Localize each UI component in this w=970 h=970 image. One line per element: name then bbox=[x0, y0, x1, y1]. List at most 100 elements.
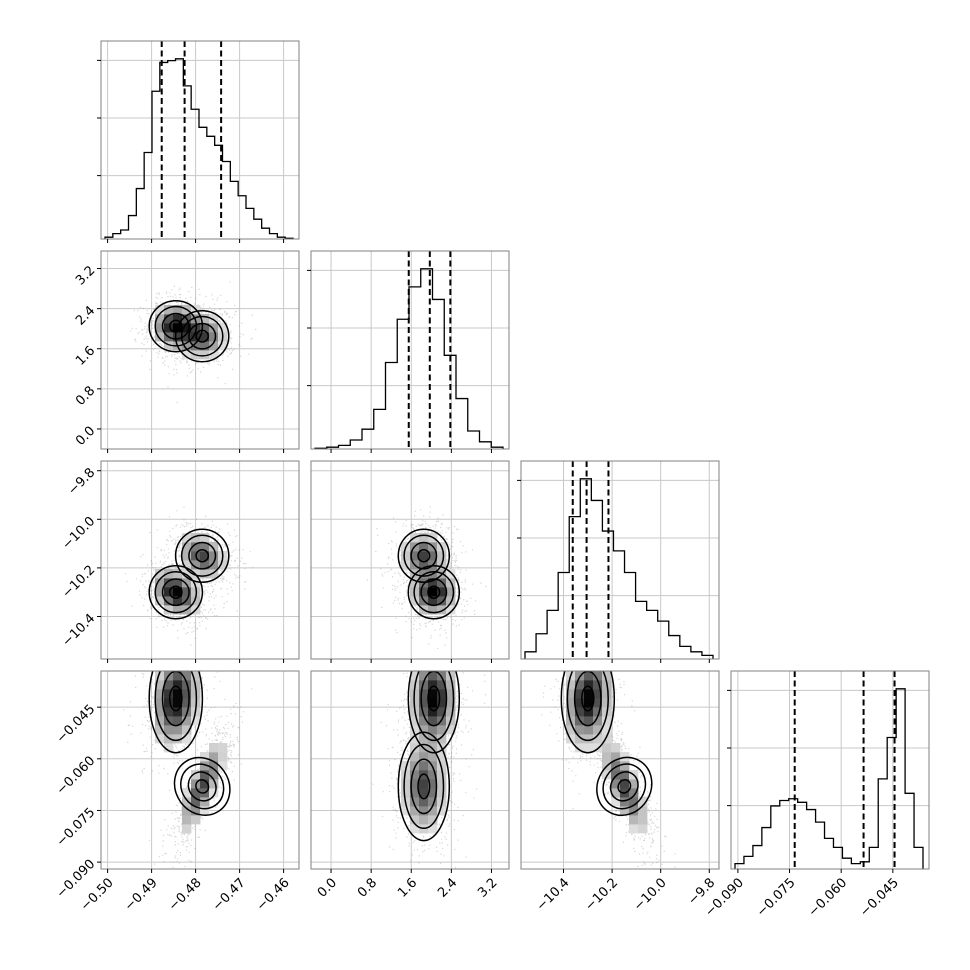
density-cell bbox=[209, 770, 219, 780]
contour-line bbox=[417, 773, 431, 800]
density-cell bbox=[182, 578, 192, 588]
x-tick-label: −0.47 bbox=[210, 875, 249, 914]
density-cell bbox=[173, 671, 183, 681]
y-tick-label: −10.4 bbox=[60, 611, 99, 650]
density-cell bbox=[602, 689, 612, 699]
density-cell bbox=[437, 596, 447, 606]
density-cell bbox=[218, 752, 228, 762]
density-cell bbox=[155, 725, 165, 735]
density-cell bbox=[446, 689, 456, 699]
density-cell bbox=[173, 698, 183, 708]
density-cell bbox=[428, 770, 438, 780]
density-cell bbox=[437, 806, 447, 816]
panel-frame bbox=[100, 40, 300, 240]
density-cell bbox=[209, 332, 219, 342]
density-cell bbox=[155, 698, 165, 708]
contour-line bbox=[154, 671, 198, 742]
density-cell bbox=[155, 689, 165, 699]
density-cell bbox=[428, 797, 438, 807]
density-cell bbox=[218, 560, 228, 570]
density-cell bbox=[182, 734, 192, 744]
density-cell bbox=[575, 725, 585, 735]
density-cell bbox=[428, 707, 438, 717]
density-cell bbox=[155, 707, 165, 717]
density-cell bbox=[638, 815, 648, 825]
density-cell bbox=[428, 779, 438, 789]
density-cell bbox=[419, 569, 429, 579]
y-tick-label: 1.6 bbox=[73, 343, 98, 368]
density-cell bbox=[200, 752, 210, 762]
density-cell bbox=[155, 323, 165, 333]
density-cell bbox=[419, 779, 429, 789]
density-cell bbox=[446, 596, 456, 606]
contour-line bbox=[154, 305, 198, 347]
panel-frame bbox=[310, 460, 510, 660]
density-cell bbox=[593, 671, 603, 681]
density-cell bbox=[575, 743, 585, 753]
density-cell bbox=[419, 752, 429, 762]
density-cell bbox=[446, 680, 456, 690]
density-cell bbox=[638, 824, 648, 834]
scatter-panel-4-1 bbox=[97, 670, 300, 873]
density-cell bbox=[620, 761, 630, 771]
density-cell bbox=[575, 707, 585, 717]
density-cell bbox=[164, 698, 174, 708]
density-cell bbox=[182, 332, 192, 342]
density-cell bbox=[602, 725, 612, 735]
density-cell bbox=[419, 716, 429, 726]
x-tick-label: 2.4 bbox=[435, 875, 460, 900]
panel-content bbox=[311, 461, 509, 659]
density-cell bbox=[155, 314, 165, 324]
density-cell bbox=[437, 698, 447, 708]
contour-line bbox=[403, 534, 445, 577]
contour-line bbox=[413, 571, 455, 614]
density-cell bbox=[410, 725, 420, 735]
density-cell bbox=[575, 698, 585, 708]
density-cell bbox=[173, 332, 183, 342]
density-cell bbox=[209, 314, 219, 324]
histogram-panel-2 bbox=[307, 250, 510, 453]
density-cell bbox=[173, 605, 183, 615]
contour-line bbox=[427, 685, 441, 712]
contour-line bbox=[195, 329, 210, 343]
contour-line bbox=[188, 541, 217, 570]
density-cell bbox=[428, 551, 438, 561]
density-cell bbox=[629, 788, 639, 798]
density-cell bbox=[410, 806, 420, 816]
contour-line bbox=[174, 528, 230, 583]
density-cell bbox=[611, 797, 621, 807]
density-cell bbox=[200, 770, 210, 780]
contour-line bbox=[596, 756, 653, 817]
density-cell bbox=[428, 698, 438, 708]
density-cell bbox=[446, 605, 456, 615]
density-cell bbox=[182, 797, 192, 807]
density-cell bbox=[200, 314, 210, 324]
contour-line bbox=[180, 763, 225, 810]
panel-content bbox=[101, 251, 299, 449]
density-cell bbox=[173, 587, 183, 597]
density-cell bbox=[401, 806, 411, 816]
y-tick-label: 3.2 bbox=[73, 263, 98, 288]
density-cell bbox=[182, 560, 192, 570]
density-cell bbox=[401, 551, 411, 561]
density-cell bbox=[182, 788, 192, 798]
density-cell bbox=[410, 815, 420, 825]
density-cell bbox=[182, 551, 192, 561]
density-cell bbox=[584, 689, 594, 699]
contour-line bbox=[602, 763, 647, 810]
density-cell bbox=[437, 605, 447, 615]
density-cell bbox=[428, 788, 438, 798]
density-cell bbox=[611, 743, 621, 753]
density-cell bbox=[191, 806, 201, 816]
x-tick-label: 1.6 bbox=[395, 875, 420, 900]
contour-line bbox=[403, 743, 445, 830]
density-cell bbox=[629, 797, 639, 807]
density-cell bbox=[428, 725, 438, 735]
density-cell bbox=[182, 350, 192, 360]
x-tick-label: 0.0 bbox=[315, 875, 340, 900]
density-cell bbox=[620, 770, 630, 780]
density-cell bbox=[182, 671, 192, 681]
density-cell bbox=[419, 680, 429, 690]
density-cell bbox=[200, 542, 210, 552]
